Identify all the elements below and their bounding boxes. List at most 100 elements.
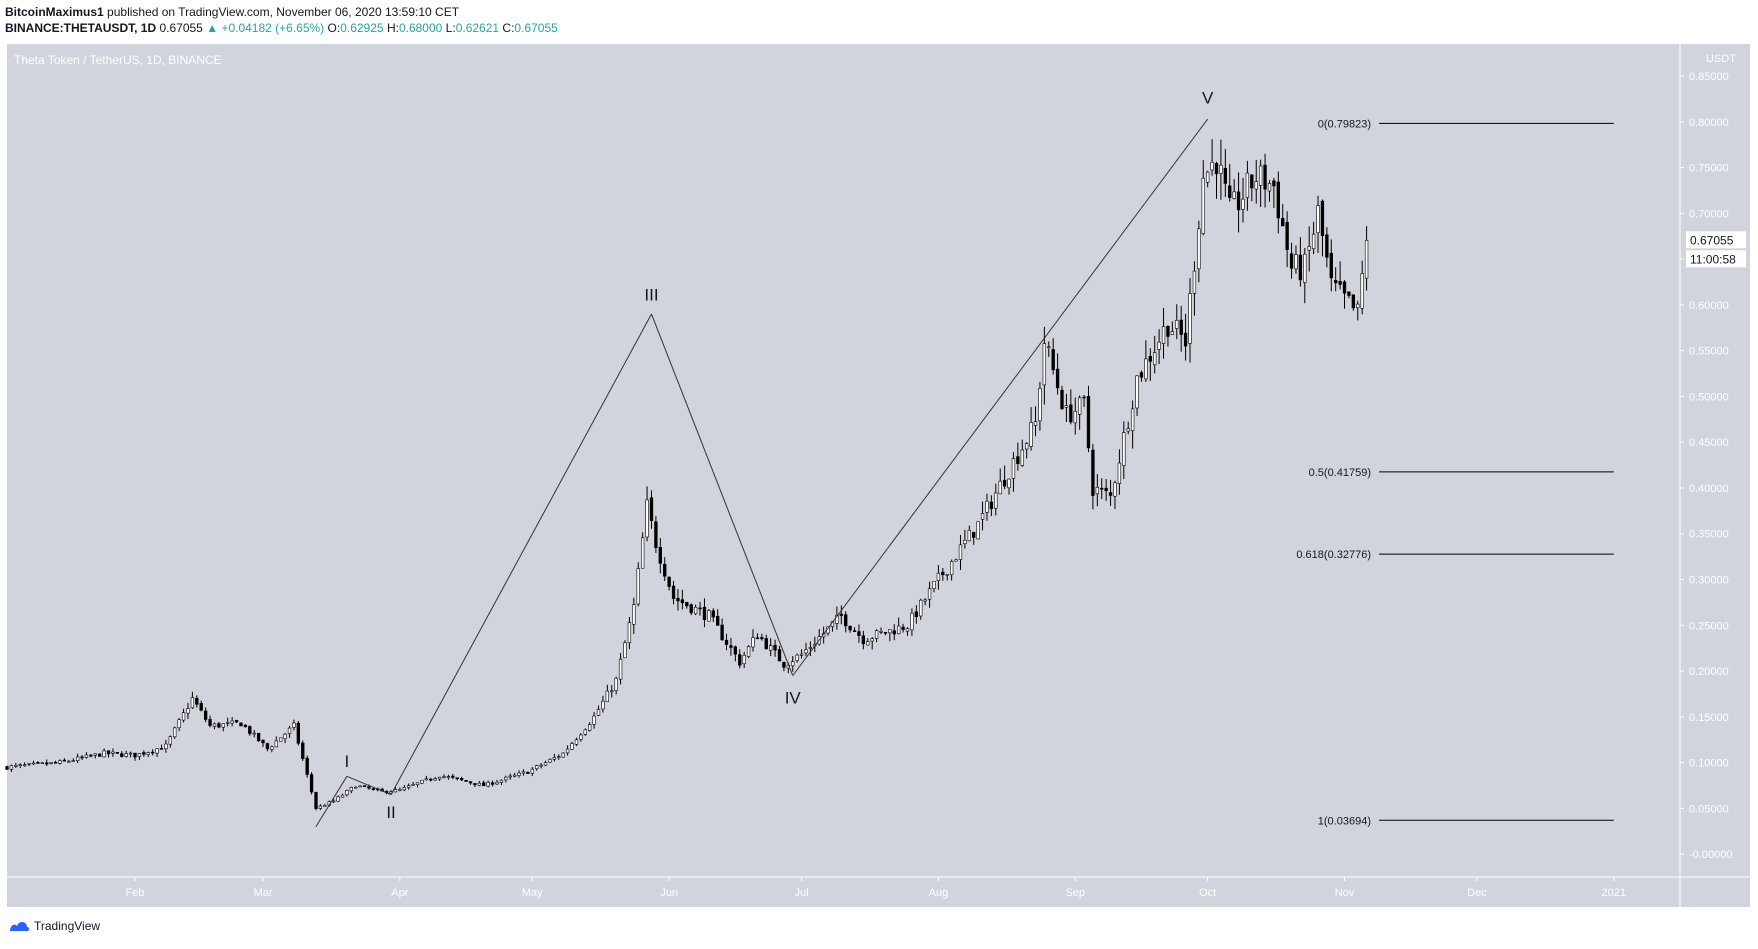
open-label: O: — [327, 21, 341, 35]
wave-label: IV — [785, 688, 802, 707]
candle-body — [49, 761, 53, 764]
candle-body — [1285, 221, 1289, 250]
candle-body — [437, 776, 442, 780]
last-price-box — [1686, 231, 1746, 249]
candle-body — [133, 752, 137, 758]
candle-body — [517, 772, 521, 776]
candle-body — [468, 781, 473, 784]
candle-body — [870, 638, 874, 642]
candle-body — [667, 576, 671, 587]
y-tick-label: 0.05000 — [1689, 803, 1729, 815]
candle-body — [362, 785, 367, 787]
y-tick-label: 0.75000 — [1689, 163, 1729, 175]
wave-line — [390, 313, 652, 795]
time-axis[interactable] — [7, 877, 1750, 907]
candle-body — [1316, 205, 1320, 234]
candle-body — [733, 646, 738, 655]
candle-body — [565, 748, 570, 754]
candle-body — [1060, 389, 1064, 410]
candle-body — [680, 599, 685, 604]
candle-body — [1206, 171, 1210, 183]
candle-body — [62, 759, 67, 762]
candle-body — [274, 740, 278, 748]
candle-body — [1320, 200, 1325, 236]
candle-body — [614, 677, 618, 691]
candle-body — [415, 782, 420, 786]
y-tick-label: 0.35000 — [1689, 529, 1729, 541]
candle-body — [777, 649, 782, 662]
chart-header: BitcoinMaximus1 published on TradingView… — [5, 4, 1745, 36]
candle-body — [512, 774, 517, 777]
candle-body — [632, 604, 636, 625]
candle-body — [115, 752, 120, 754]
candle-body — [173, 727, 177, 738]
candle-body — [407, 785, 411, 788]
tradingview-logo-icon — [10, 921, 30, 931]
candle-body — [685, 602, 689, 607]
candle-body — [261, 739, 265, 744]
candle-body — [716, 616, 720, 626]
wave-label: I — [345, 752, 350, 771]
candle-body — [835, 615, 839, 624]
candle-body — [848, 625, 852, 631]
candle-body — [367, 786, 371, 789]
candle-body — [186, 708, 190, 714]
plot-background[interactable] — [7, 44, 1680, 877]
candle-body — [711, 610, 715, 618]
x-tick-label: Feb — [126, 887, 145, 899]
candle-body — [601, 700, 605, 710]
open-value: 0.62925 — [340, 21, 384, 35]
candle-body — [279, 737, 283, 742]
candle-body — [897, 625, 901, 635]
candle-body — [71, 760, 75, 762]
candle-body — [663, 563, 667, 577]
candle-body — [424, 778, 429, 781]
fib-level-label: 0.5(0.41759) — [1309, 467, 1371, 479]
candle-body — [1307, 246, 1311, 251]
candle-body — [349, 787, 353, 792]
x-tick-label: Jun — [660, 887, 678, 899]
candle-body — [1236, 191, 1241, 211]
candle-body — [323, 805, 327, 807]
candle-body — [530, 768, 534, 774]
candle-body — [283, 733, 287, 739]
candle-body — [919, 599, 923, 617]
candle-body — [561, 752, 565, 758]
candle-body — [1170, 331, 1175, 336]
candle-body — [1047, 346, 1051, 349]
candle-body — [543, 762, 548, 766]
candle-body — [707, 610, 711, 622]
close-value: 0.67055 — [514, 21, 558, 35]
high-value: 0.68000 — [398, 21, 443, 35]
candle-body — [1183, 332, 1188, 347]
candle-body — [239, 722, 243, 727]
candle-body — [1356, 303, 1360, 308]
price-axis[interactable] — [1680, 44, 1750, 877]
candle-body — [230, 720, 234, 724]
candle-body — [760, 637, 764, 640]
candle-body — [1082, 396, 1086, 399]
candle-body — [671, 585, 676, 599]
candle-body — [839, 613, 843, 616]
candle-body — [1055, 368, 1060, 389]
candle-body — [31, 762, 36, 765]
candle-body — [941, 571, 945, 576]
candle-body — [1201, 177, 1205, 234]
author-name[interactable]: BitcoinMaximus1 — [5, 5, 104, 19]
candle-body — [954, 559, 958, 562]
candle-body — [874, 630, 879, 639]
candle-body — [883, 632, 888, 634]
currency-label: USDT — [1706, 53, 1736, 65]
y-tick-label: 0.25000 — [1689, 620, 1729, 632]
candle-body — [459, 778, 464, 781]
candle-body — [1276, 181, 1280, 219]
candle-body — [795, 654, 799, 661]
candle-body — [80, 756, 84, 759]
candle-body — [177, 719, 181, 729]
countdown-box — [1686, 250, 1746, 268]
y-tick-label: 0.85000 — [1689, 71, 1729, 83]
candle-body — [588, 724, 592, 731]
